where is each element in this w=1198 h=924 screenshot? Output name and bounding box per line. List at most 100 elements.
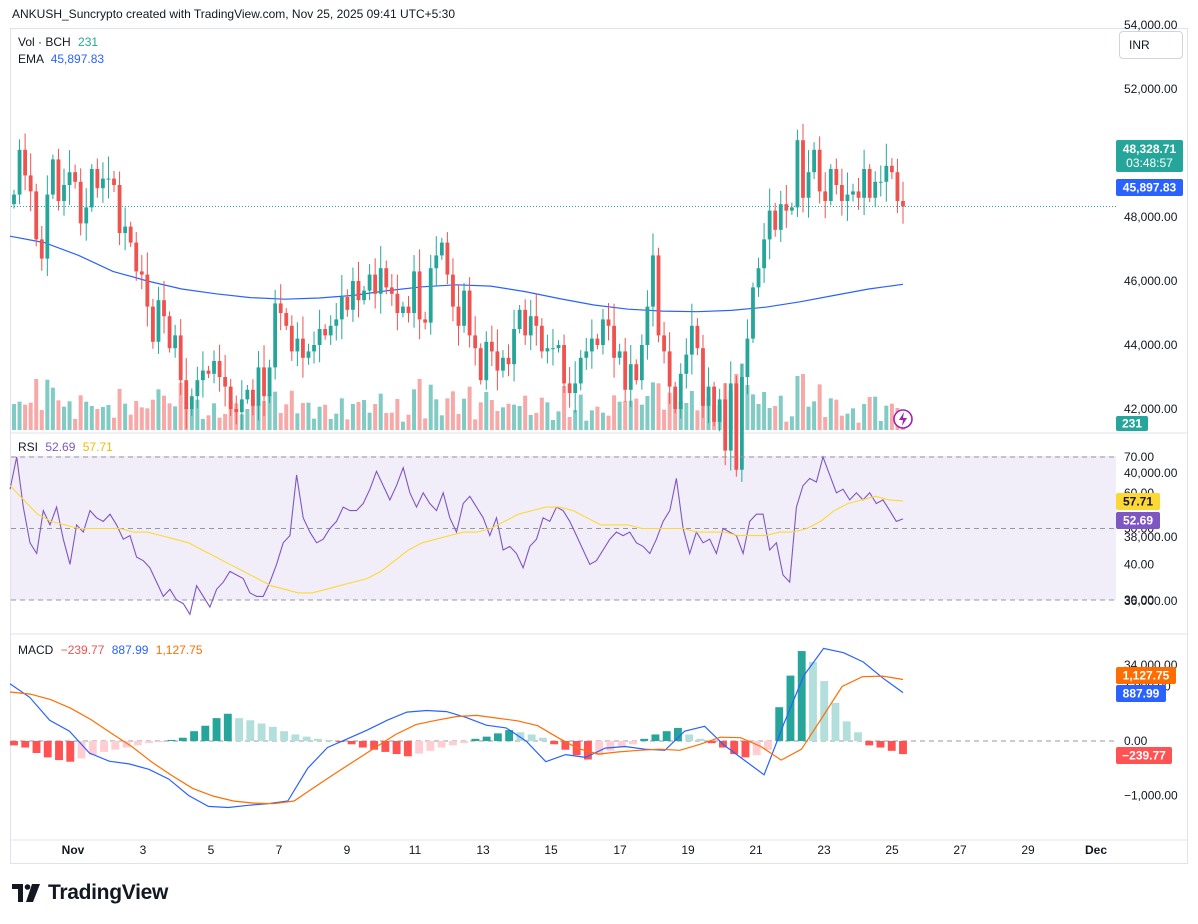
time-axis-tick: 5 [208,843,215,857]
candle-body [28,175,33,192]
candle-body [506,357,511,365]
volume-bar [306,402,311,430]
time-axis-tick: 15 [544,843,558,857]
candle-body [656,255,661,336]
volume-bar [189,408,194,430]
volume-bar [534,413,539,430]
candle-body [462,290,466,326]
currency-button[interactable]: INR [1119,31,1183,59]
candle-body [384,268,389,288]
volume-bar [145,408,150,430]
countdown-tag: 03:48:57 [1126,156,1173,170]
candle-body [34,191,39,240]
candle-body [106,178,111,180]
candle-body [845,194,850,201]
volume-bar [339,398,344,430]
volume-bar [284,404,289,430]
volume-bar [323,404,328,430]
macd-histogram-bar [764,741,772,750]
candle-body [762,239,766,269]
candle-body [289,325,294,352]
candle-body [712,386,716,422]
macd-histogram-bar [358,741,367,748]
tradingview-logo-icon [12,884,40,902]
macd-histogram-bar [561,741,570,750]
volume-bar [684,403,689,430]
candle-body [50,159,55,195]
volume-bar [756,404,761,430]
rsi-tag: 52.69 [1123,514,1153,528]
volume-bar [28,402,33,430]
volume-bar [328,419,333,430]
volume-bar [645,396,650,430]
volume-bar [778,395,783,430]
volume-bar [373,404,378,430]
volume-bar [317,406,322,430]
volume-bar [850,408,855,430]
candle-body [62,185,66,201]
macd-histogram-bar [842,721,851,741]
candle-body [267,367,272,397]
volume-bar [73,419,78,430]
chart-attribution: ANKUSH_Suncrypto created with TradingVie… [12,7,456,21]
volume-bar [500,407,505,430]
price-axis-tick: 42,000.00 [1124,402,1178,416]
candle-body [556,345,561,349]
volume-bar [473,419,478,430]
volume-bar [573,410,578,430]
macd-hist-legend-value: −239.77 [60,643,105,657]
candle-body [528,316,533,336]
volume-bar [362,400,367,430]
volume-bar [378,393,383,430]
candle-body [801,140,805,198]
price-axis-tick: 54,000.00 [1124,18,1178,32]
candle-body [362,290,366,301]
volume-bar [695,410,700,430]
macd-histogram-bar [460,741,469,744]
volume-bar [439,415,444,430]
candle-body [239,399,244,413]
volume-bar [162,395,167,430]
macd-histogram-bar [190,731,198,741]
candle-body [223,377,228,387]
macd-histogram-bar [370,741,379,750]
candle-body [262,367,266,397]
volume-bar [650,382,655,430]
volume-bar [39,410,44,430]
volume-bar [639,404,644,430]
time-axis-tick: Nov [62,843,85,857]
volume-bar [150,399,155,430]
macd-histogram-bar [212,718,221,741]
volume-bar [200,419,205,430]
volume-bar [23,404,28,430]
macd-histogram-bar [257,723,266,741]
candle-body [751,287,755,339]
candle-body [301,338,305,358]
macd-histogram-bar [606,741,615,751]
candle-body [684,354,689,374]
candle-body [184,380,189,409]
macd-signal-legend-value: 1,127.75 [155,643,203,657]
candle-body [551,348,555,350]
volume-bar [212,403,217,430]
volume-bar [134,401,139,430]
candle-body [117,185,122,233]
price-axis-tick: 38,000.00 [1124,530,1178,544]
volume-legend: Vol · BCH 231 [18,35,98,49]
macd-histogram-bar [673,727,682,741]
macd-axis-tick: 0.00 [1124,734,1148,748]
volume-bar [17,401,22,430]
price-axis-tick: 48,000.00 [1124,210,1178,224]
time-axis-tick: 13 [476,843,490,857]
macd-histogram-bar [899,741,907,755]
candle-body [778,204,783,230]
volume-bar [623,401,628,430]
candle-body [112,178,116,185]
macd-histogram-bar [88,741,97,756]
candle-body [767,210,772,240]
candle-body [728,383,733,451]
candle-body [439,242,444,256]
candle-body [895,172,900,201]
volume-bar [223,414,228,430]
